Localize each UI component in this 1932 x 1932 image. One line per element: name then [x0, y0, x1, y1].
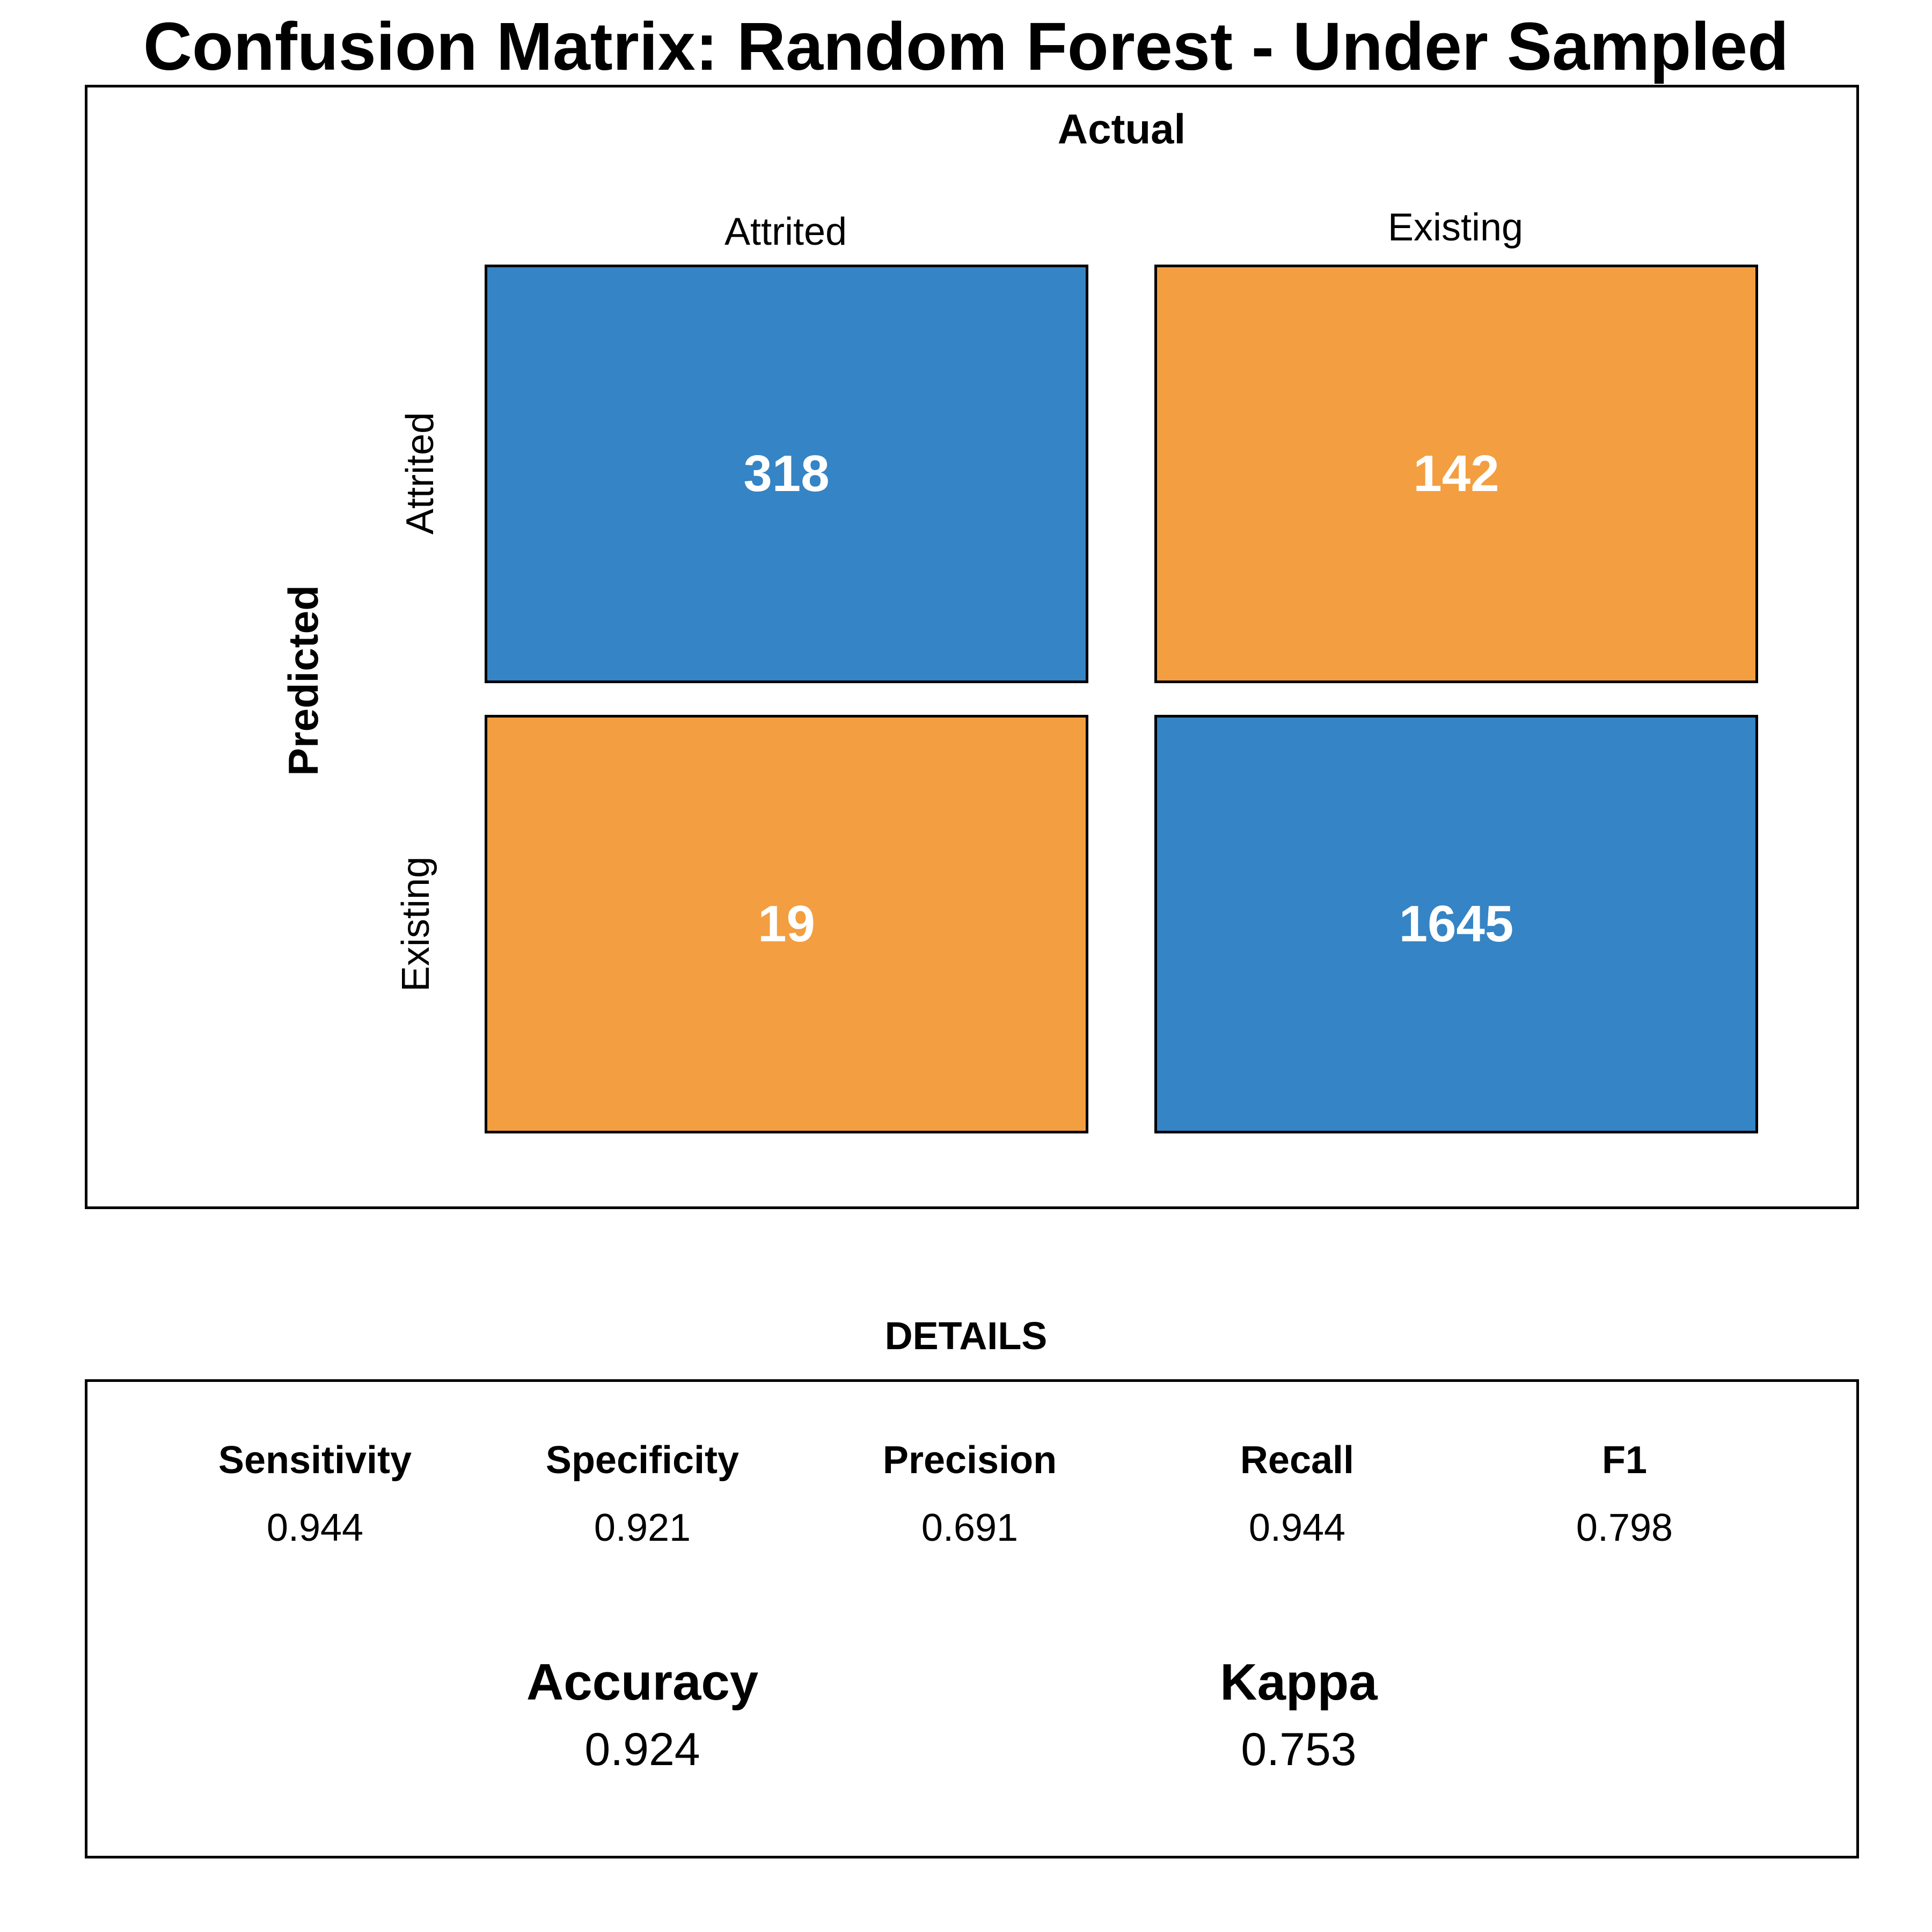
- cell-value: 142: [1413, 445, 1499, 502]
- y-tick-label: Existing: [394, 856, 437, 992]
- matrix-cell: 318: [485, 265, 1088, 683]
- chart-title: Confusion Matrix: Random Forest - Under …: [143, 9, 1789, 84]
- metric-label: Sensitivity: [218, 1439, 412, 1482]
- x-tick-label: Existing: [1387, 206, 1524, 249]
- cell-value: 318: [743, 445, 830, 502]
- matrix-cell: 19: [485, 715, 1088, 1133]
- metric-label: F1: [1601, 1439, 1648, 1482]
- cell-value: 19: [758, 895, 815, 953]
- metric-value: 0.944: [266, 1506, 364, 1549]
- cell-value: 1645: [1399, 895, 1514, 953]
- x-axis-title: Actual: [1057, 105, 1186, 152]
- metric-label: Precision: [882, 1439, 1057, 1482]
- metric-value: 0.944: [1248, 1506, 1346, 1549]
- metric-label: Accuracy: [526, 1653, 759, 1711]
- specificity-metric: Specificity 0.921: [481, 1438, 803, 1550]
- x-tick-label: Attrited: [724, 210, 847, 253]
- metric-value: 0.691: [921, 1506, 1019, 1549]
- metric-value: 0.921: [594, 1506, 691, 1549]
- matrix-cell: 142: [1154, 265, 1758, 683]
- recall-metric: Recall 0.944: [1136, 1438, 1458, 1550]
- metric-label: Kappa: [1220, 1653, 1378, 1711]
- f1-metric: F1 0.798: [1463, 1438, 1785, 1550]
- metric-value: 0.753: [1241, 1724, 1357, 1775]
- matrix-cell: 1645: [1154, 715, 1758, 1133]
- metric-value: 0.924: [584, 1724, 700, 1775]
- kappa-metric: Kappa 0.753: [1084, 1653, 1513, 1776]
- accuracy-metric: Accuracy 0.924: [428, 1653, 857, 1776]
- details-title: DETAILS: [884, 1315, 1048, 1358]
- metric-label: Specificity: [545, 1439, 740, 1482]
- metric-value: 0.798: [1576, 1506, 1673, 1549]
- y-tick-label: Attrited: [399, 412, 442, 535]
- metric-label: Recall: [1240, 1439, 1355, 1482]
- precision-metric: Precision 0.691: [809, 1438, 1131, 1550]
- sensitivity-metric: Sensitivity 0.944: [154, 1438, 476, 1550]
- details-panel: [85, 1379, 1859, 1858]
- y-axis-title: Predicted: [280, 585, 327, 776]
